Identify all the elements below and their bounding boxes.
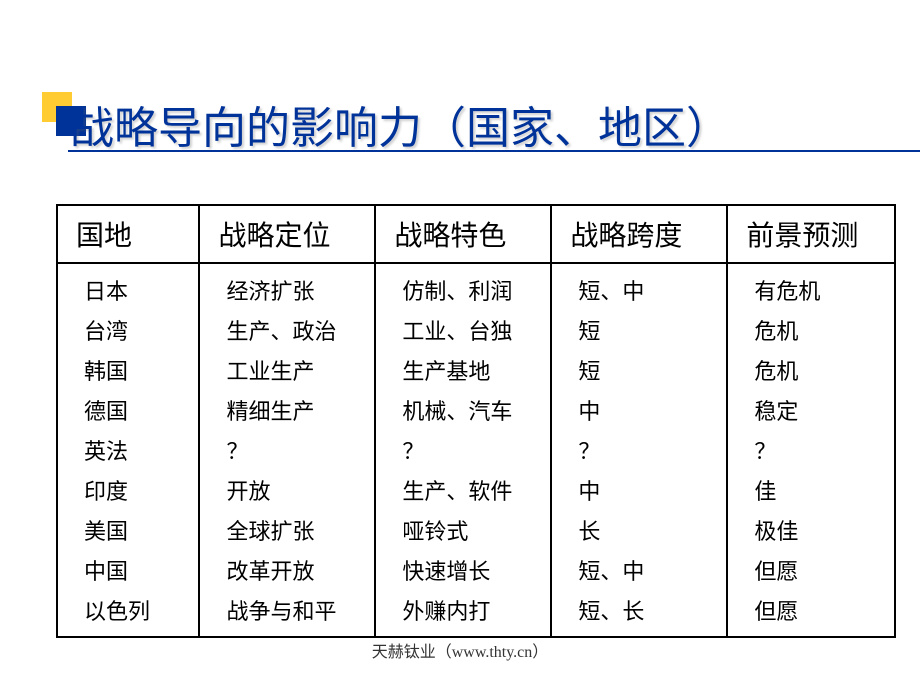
table-cell: 快速增长 <box>375 550 551 590</box>
table-row: 韩国工业生产生产基地短危机 <box>57 350 895 390</box>
table-cell: 长 <box>551 510 727 550</box>
table-cell: 短、中 <box>551 263 727 310</box>
table-cell: 精细生产 <box>199 390 375 430</box>
table-cell: 佳 <box>727 470 895 510</box>
table-cell: 中国 <box>57 550 199 590</box>
table-cell: 短 <box>551 310 727 350</box>
footer-text: 天赫钛业（www.thty.cn） <box>0 638 920 662</box>
table-cell: 短、长 <box>551 590 727 637</box>
table-cell: 极佳 <box>727 510 895 550</box>
table-cell: 战争与和平 <box>199 590 375 637</box>
table-row: 美国全球扩张哑铃式长极佳 <box>57 510 895 550</box>
table-cell: 仿制、利润 <box>375 263 551 310</box>
table-cell: 中 <box>551 390 727 430</box>
table-cell: 生产、软件 <box>375 470 551 510</box>
table-row: 德国精细生产机械、汽车中稳定 <box>57 390 895 430</box>
table-cell: 英法 <box>57 430 199 470</box>
table-cell: ？ <box>551 430 727 470</box>
table-cell: 德国 <box>57 390 199 430</box>
col-header-feature: 战略特色 <box>375 205 551 263</box>
table-cell: 工业生产 <box>199 350 375 390</box>
table-header-row: 国地 战略定位 战略特色 战略跨度 前景预测 <box>57 205 895 263</box>
table-cell: 短 <box>551 350 727 390</box>
col-header-position: 战略定位 <box>199 205 375 263</box>
table-row: 日本经济扩张仿制、利润短、中有危机 <box>57 263 895 310</box>
table-cell: 台湾 <box>57 310 199 350</box>
table-cell: 但愿 <box>727 550 895 590</box>
table-cell: 危机 <box>727 310 895 350</box>
table-cell: 中 <box>551 470 727 510</box>
table-row: 台湾生产、政治工业、台独短危机 <box>57 310 895 350</box>
table-cell: ？ <box>199 430 375 470</box>
strategy-table: 国地 战略定位 战略特色 战略跨度 前景预测 日本经济扩张仿制、利润短、中有危机… <box>56 204 896 638</box>
table-cell: 有危机 <box>727 263 895 310</box>
table-row: 印度开放生产、软件中佳 <box>57 470 895 510</box>
col-header-region: 国地 <box>57 205 199 263</box>
table-row: 中国改革开放快速增长短、中但愿 <box>57 550 895 590</box>
slide-title: 战略导向的影响力（国家、地区） <box>70 92 730 156</box>
title-underline <box>68 150 920 152</box>
table-cell: 生产基地 <box>375 350 551 390</box>
table-cell: 哑铃式 <box>375 510 551 550</box>
table-cell: 机械、汽车 <box>375 390 551 430</box>
col-header-span: 战略跨度 <box>551 205 727 263</box>
table-cell: 危机 <box>727 350 895 390</box>
table-cell: 短、中 <box>551 550 727 590</box>
table-cell: 改革开放 <box>199 550 375 590</box>
table-cell: 但愿 <box>727 590 895 637</box>
table-cell: 外赚内打 <box>375 590 551 637</box>
table-cell: 经济扩张 <box>199 263 375 310</box>
table-cell: 韩国 <box>57 350 199 390</box>
table-cell: 以色列 <box>57 590 199 637</box>
table-cell: 日本 <box>57 263 199 310</box>
strategy-table-container: 国地 战略定位 战略特色 战略跨度 前景预测 日本经济扩张仿制、利润短、中有危机… <box>56 204 896 638</box>
table-cell: 开放 <box>199 470 375 510</box>
table-row: 英法？？？？ <box>57 430 895 470</box>
table-cell: 生产、政治 <box>199 310 375 350</box>
col-header-forecast: 前景预测 <box>727 205 895 263</box>
table-cell: ？ <box>375 430 551 470</box>
table-cell: 全球扩张 <box>199 510 375 550</box>
table-cell: ？ <box>727 430 895 470</box>
table-row: 以色列战争与和平外赚内打短、长但愿 <box>57 590 895 637</box>
table-cell: 稳定 <box>727 390 895 430</box>
table-cell: 美国 <box>57 510 199 550</box>
table-cell: 印度 <box>57 470 199 510</box>
table-cell: 工业、台独 <box>375 310 551 350</box>
